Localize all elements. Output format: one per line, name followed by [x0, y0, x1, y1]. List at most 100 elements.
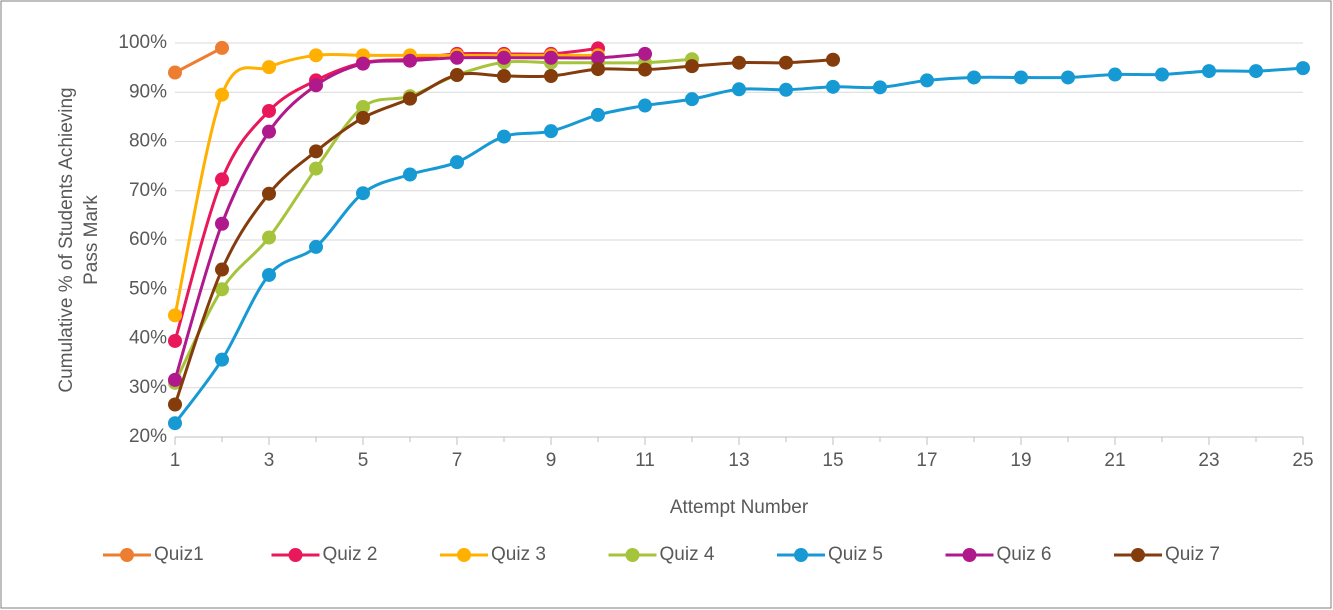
legend-label: Quiz 6	[997, 544, 1052, 565]
point	[215, 352, 229, 367]
point	[967, 70, 981, 85]
point	[403, 91, 417, 106]
point	[1061, 70, 1075, 85]
point	[1202, 64, 1216, 79]
legend-label: Quiz 2	[323, 544, 378, 565]
point	[1249, 64, 1263, 79]
legend-marker	[1131, 548, 1145, 562]
x-tick-label: 23	[1198, 450, 1219, 471]
y-axis-label: Cumulative % of Students Achieving	[56, 87, 77, 392]
x-tick-label: 7	[452, 450, 463, 471]
point	[168, 416, 182, 431]
point	[168, 333, 182, 348]
point	[497, 68, 511, 83]
point	[309, 48, 323, 63]
point	[403, 167, 417, 182]
legend-label: Quiz 4	[660, 544, 715, 565]
x-tick-label: 13	[728, 450, 749, 471]
point	[685, 92, 699, 107]
point	[685, 59, 699, 74]
x-tick-label: 3	[264, 450, 275, 471]
x-tick-label: 9	[546, 450, 557, 471]
legend-marker	[962, 548, 977, 562]
point	[309, 144, 323, 159]
point	[544, 50, 558, 65]
point	[779, 82, 793, 97]
y-tick-label: 70%	[129, 180, 167, 201]
legend-marker	[120, 548, 134, 562]
legend-label: Quiz 3	[491, 544, 546, 565]
point	[826, 79, 840, 94]
point	[1108, 67, 1122, 82]
x-tick-label: 17	[916, 450, 937, 471]
point	[1155, 67, 1169, 82]
point	[732, 82, 746, 97]
point	[309, 239, 323, 254]
y-tick-label: 50%	[129, 278, 167, 299]
point	[215, 216, 229, 231]
point	[309, 161, 323, 176]
y-tick-label: 40%	[129, 328, 167, 349]
x-tick-label: 15	[822, 450, 843, 471]
legend-marker	[457, 548, 471, 562]
y-tick-label: 60%	[129, 229, 167, 250]
point	[591, 62, 605, 77]
legend-label: Quiz1	[154, 544, 204, 565]
point	[450, 68, 464, 83]
point	[215, 87, 229, 102]
point	[638, 62, 652, 77]
point	[215, 172, 229, 187]
point	[450, 155, 464, 170]
point	[262, 267, 276, 282]
point	[544, 124, 558, 139]
legend-marker	[794, 548, 808, 562]
y-tick-label: 30%	[129, 377, 167, 398]
point	[544, 68, 558, 83]
point	[920, 73, 934, 88]
legend-label: Quiz 7	[1165, 544, 1220, 565]
point	[779, 55, 793, 70]
point	[215, 282, 229, 297]
point	[262, 186, 276, 201]
point	[309, 78, 323, 93]
x-tick-label: 1	[170, 450, 181, 471]
point	[873, 80, 887, 95]
y-tick-label: 20%	[129, 426, 167, 447]
x-axis-label: Attempt Number	[670, 497, 809, 518]
x-tick-label: 11	[635, 450, 655, 471]
point	[450, 50, 464, 65]
x-tick-label: 25	[1292, 450, 1313, 471]
point	[168, 308, 182, 323]
legend-marker	[625, 548, 640, 562]
legend-label: Quiz 5	[828, 544, 883, 565]
point	[591, 107, 605, 122]
y-tick-label: 100%	[118, 32, 167, 53]
point	[215, 40, 229, 55]
point	[168, 397, 182, 412]
legend-marker	[288, 548, 303, 562]
point	[356, 186, 370, 201]
x-tick-label: 5	[358, 450, 369, 471]
point	[262, 230, 276, 245]
point	[168, 372, 182, 387]
point	[262, 124, 276, 139]
y-tick-label: 80%	[129, 131, 167, 152]
point	[262, 60, 276, 75]
point	[638, 98, 652, 113]
x-tick-label: 21	[1104, 450, 1125, 471]
point	[591, 50, 605, 65]
point	[168, 65, 182, 80]
point	[826, 52, 840, 67]
point	[732, 55, 746, 70]
point	[356, 110, 370, 125]
point	[262, 103, 276, 118]
point	[497, 50, 511, 65]
y-axis-label: Pass Mark	[81, 195, 102, 285]
point	[1296, 61, 1310, 76]
point	[356, 100, 370, 115]
point	[403, 53, 417, 68]
point	[497, 129, 511, 144]
x-tick-label: 19	[1010, 450, 1031, 471]
y-tick-label: 90%	[129, 81, 167, 102]
point	[1014, 70, 1028, 85]
